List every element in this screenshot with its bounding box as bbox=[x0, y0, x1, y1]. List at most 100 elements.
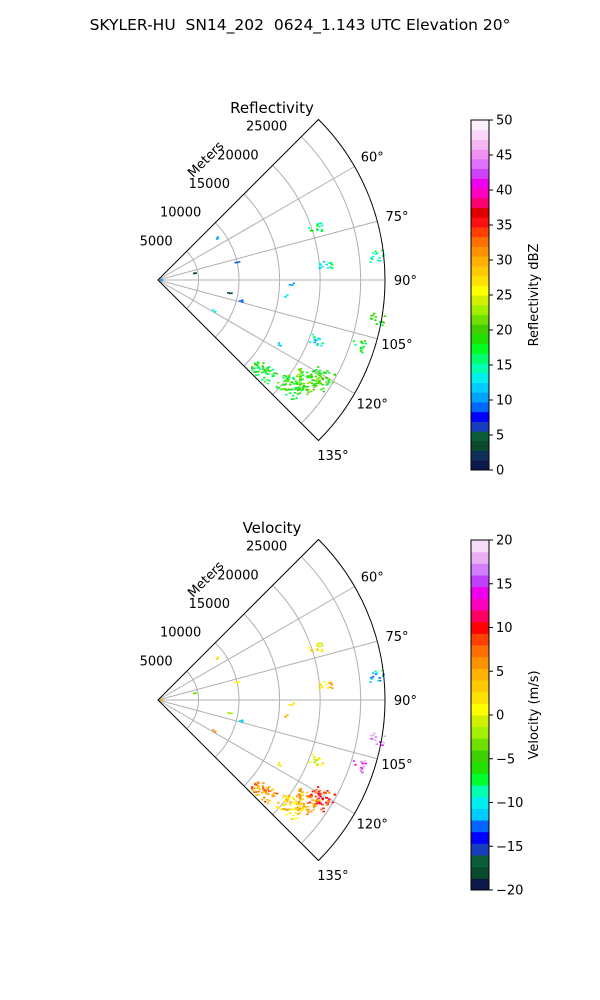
radar-echo-point bbox=[319, 642, 323, 645]
radar-echo-point bbox=[298, 386, 301, 389]
radar-echo-point bbox=[293, 391, 297, 394]
radar-echo-point bbox=[260, 791, 264, 794]
radar-echo-point bbox=[302, 386, 305, 388]
radar-echo-point bbox=[321, 377, 325, 380]
radar-echo-point bbox=[318, 267, 321, 269]
radar-echo-point bbox=[280, 808, 283, 811]
colorbar-tick-label: 45 bbox=[496, 149, 513, 164]
radar-echo-point bbox=[268, 366, 271, 368]
radar-echo-point bbox=[378, 259, 382, 262]
colorbar-tick-label: 0 bbox=[496, 709, 504, 724]
radar-echo-point bbox=[241, 719, 244, 722]
radar-echo-point bbox=[253, 791, 256, 793]
colorbar-segment bbox=[471, 363, 489, 374]
radar-echo-point bbox=[325, 797, 328, 799]
radar-echo-point bbox=[292, 702, 295, 705]
radar-echo-point bbox=[287, 377, 290, 379]
radar-echo-point bbox=[300, 389, 303, 392]
radar-echo-point bbox=[308, 801, 312, 804]
radar-echo-point bbox=[306, 393, 309, 396]
radar-echo-point bbox=[377, 259, 380, 262]
radar-echo-point bbox=[299, 795, 303, 798]
radar-echo-point bbox=[261, 365, 264, 367]
radar-echo-point bbox=[294, 386, 297, 389]
radar-echo-point bbox=[306, 796, 309, 799]
colorbar-tick-label: 30 bbox=[496, 254, 513, 269]
colorbar-segment bbox=[471, 843, 489, 856]
radar-echo-point bbox=[292, 383, 296, 385]
colorbar: −20 −15 −10 −5 0 5 10 15 20 Velocity (m/s) bbox=[470, 534, 542, 899]
colorbar-segment bbox=[471, 197, 489, 208]
radar-echo-point bbox=[312, 370, 316, 373]
radar-echo-point bbox=[374, 250, 377, 253]
colorbar-segment bbox=[471, 333, 489, 345]
azimuth-tick-label: 120° bbox=[357, 398, 388, 413]
radar-echo-point bbox=[285, 378, 288, 381]
radar-echo-point bbox=[257, 366, 260, 369]
range-tick-label: 25000 bbox=[246, 540, 287, 555]
radar-echo-point bbox=[375, 743, 378, 745]
radar-echo-point bbox=[318, 794, 322, 797]
radar-echo-point bbox=[269, 370, 272, 372]
colorbar-segment bbox=[471, 668, 489, 681]
radar-echo-point bbox=[363, 340, 367, 342]
radar-echo-point bbox=[306, 376, 309, 379]
radar-echo-point bbox=[268, 786, 271, 788]
radar-echo-point bbox=[326, 790, 329, 792]
colorbar-label: Velocity (m/s) bbox=[527, 670, 542, 759]
radar-echo-point bbox=[262, 791, 266, 793]
radar-echo-point bbox=[318, 789, 322, 792]
radar-echo-point bbox=[296, 813, 300, 815]
radar-echo-point bbox=[251, 369, 254, 372]
radar-echo-point bbox=[301, 807, 305, 810]
radar-echo-point bbox=[321, 266, 324, 268]
radar-echo-point bbox=[315, 648, 319, 651]
radar-echo-point bbox=[291, 796, 295, 799]
radar-echo-point bbox=[282, 388, 285, 390]
radar-echo-point bbox=[312, 386, 316, 388]
radar-echo-point bbox=[311, 790, 315, 793]
colorbar-segment bbox=[471, 188, 489, 199]
radar-echo-point bbox=[284, 715, 287, 718]
radar-echo-point bbox=[288, 794, 291, 797]
colorbar-segment bbox=[471, 324, 489, 335]
radar-echo-point bbox=[288, 374, 291, 377]
radar-echo-point bbox=[298, 388, 301, 390]
radar-echo-point bbox=[315, 368, 318, 371]
radar-echo-point bbox=[319, 795, 322, 798]
radar-echo-point bbox=[301, 378, 304, 381]
colorbar-segment bbox=[471, 382, 489, 393]
radar-echo-point bbox=[370, 314, 373, 317]
radar-echo-point bbox=[298, 794, 302, 797]
radar-echo-point bbox=[295, 795, 299, 798]
radar-echo-point bbox=[192, 272, 196, 275]
colorbar-segment bbox=[471, 575, 489, 588]
radar-echo-point bbox=[359, 346, 363, 349]
colorbar-segment bbox=[471, 275, 489, 286]
radar-echo-point bbox=[333, 374, 336, 376]
radar-echo-point bbox=[277, 801, 280, 804]
radar-echo-point bbox=[318, 687, 321, 689]
radar-echo-point bbox=[329, 261, 333, 264]
radar-echo-point bbox=[310, 373, 313, 376]
figure-title: SKYLER-HU SN14_202 0624_1.143 UTC Elevat… bbox=[89, 16, 511, 34]
radar-echo-point bbox=[316, 229, 320, 232]
colorbar-segment bbox=[471, 304, 489, 315]
radar-echo-point bbox=[310, 382, 314, 385]
radar-echo-point bbox=[374, 673, 378, 675]
radar-echo-point bbox=[306, 805, 310, 808]
radar-echo-point bbox=[331, 267, 334, 270]
radar-echo-point bbox=[321, 224, 324, 227]
radar-echo-point bbox=[307, 811, 310, 813]
radar-echo-point bbox=[271, 789, 275, 791]
radar-echo-point bbox=[329, 686, 332, 689]
radar-echo-point bbox=[299, 367, 303, 370]
radar-echo-point bbox=[297, 793, 301, 796]
radar-echo-point bbox=[263, 376, 266, 379]
radar-echo-point bbox=[328, 798, 331, 800]
azimuth-tick-label: 105° bbox=[381, 338, 412, 353]
radar-echo-point bbox=[316, 225, 319, 227]
radar-echo-point bbox=[359, 770, 363, 772]
radar-echo-point bbox=[318, 683, 322, 685]
colorbar-segment bbox=[471, 551, 489, 564]
